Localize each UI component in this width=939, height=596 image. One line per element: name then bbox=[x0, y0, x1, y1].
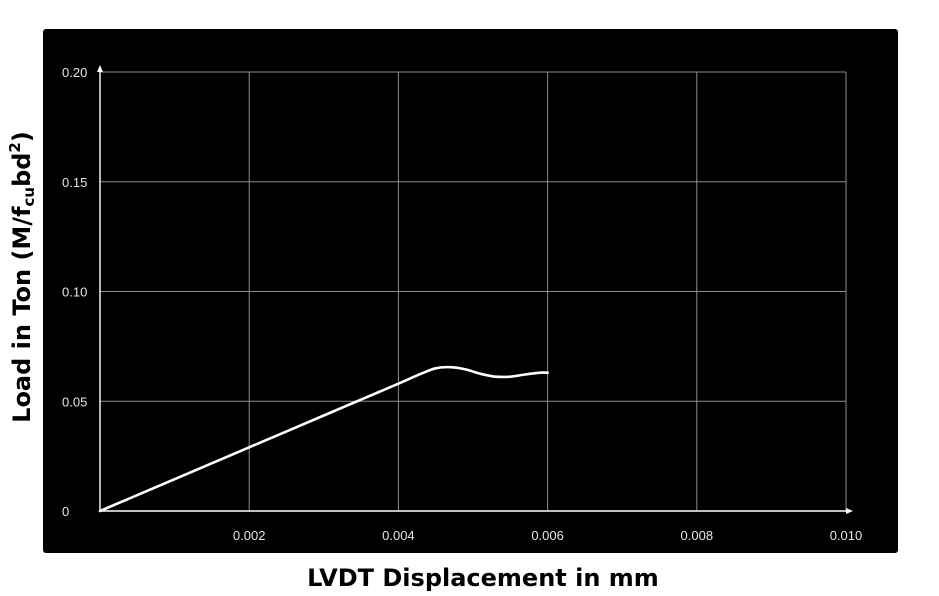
x-axis-arrow-icon bbox=[846, 508, 853, 514]
y-axis-title-subscript: cu bbox=[20, 187, 38, 207]
y-tick-label: 0.20 bbox=[62, 65, 87, 80]
x-tick-label: 0.010 bbox=[830, 528, 863, 543]
y-tick-label: 0.15 bbox=[62, 175, 87, 190]
x-tick-label: 0.006 bbox=[531, 528, 564, 543]
y-axis-title-close: ) bbox=[8, 131, 36, 142]
x-tick-labels: 0.002 0.004 0.006 0.008 0.010 bbox=[233, 528, 862, 543]
series bbox=[98, 365, 549, 513]
y-axis-title: Load in Ton (M/fcubd2) bbox=[6, 131, 38, 423]
y-axis-arrow-icon bbox=[97, 65, 103, 72]
y-tick-label: 0.10 bbox=[62, 285, 87, 300]
x-tick-label: 0.008 bbox=[681, 528, 714, 543]
grid bbox=[100, 71, 847, 511]
series-line bbox=[98, 365, 549, 513]
x-tick-label: 0.002 bbox=[233, 528, 266, 543]
y-tick-label: 0 bbox=[62, 504, 69, 519]
y-axis-title-after: bd bbox=[8, 153, 36, 187]
x-tick-label: 0.004 bbox=[382, 528, 415, 543]
y-tick-label: 0.05 bbox=[62, 394, 87, 409]
y-axis-title-superscript: 2 bbox=[6, 142, 24, 152]
y-axis-title-main: Load in Ton (M/f bbox=[8, 206, 36, 423]
axes bbox=[97, 65, 853, 514]
y-tick-labels: 0 0.05 0.10 0.15 0.20 bbox=[62, 65, 87, 519]
x-axis-title: LVDT Displacement in mm bbox=[307, 564, 659, 592]
